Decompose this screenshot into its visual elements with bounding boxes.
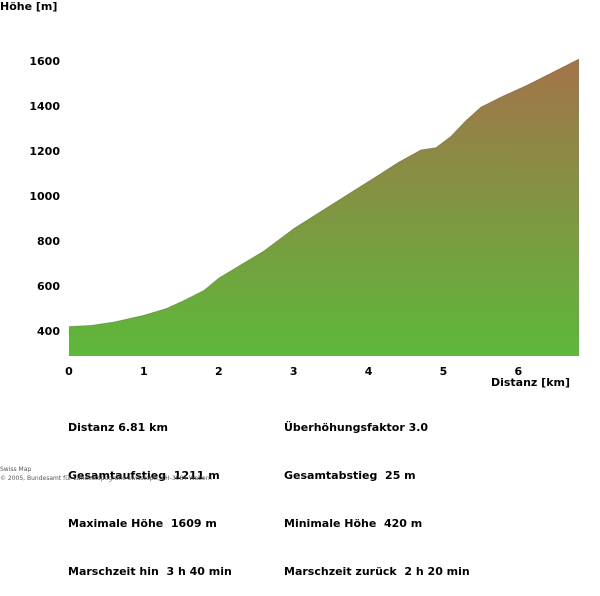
x-tick-label: 4 bbox=[365, 365, 373, 378]
exaggeration-factor-stat: Überhöhungsfaktor 3.0 bbox=[284, 421, 429, 434]
map-credit-line2: © 2005, Bundesamt für Landestopografie s… bbox=[0, 475, 212, 482]
y-tick-label: 1000 bbox=[29, 190, 60, 203]
total-descent-stat: Gesamtabstieg 25 m bbox=[284, 469, 416, 482]
y-tick-label: 800 bbox=[37, 235, 60, 248]
map-credit-line1: Swiss Map bbox=[0, 466, 32, 473]
walking-time-out-stat: Marschzeit hin 3 h 40 min bbox=[68, 565, 232, 578]
y-axis-label: Höhe [m] bbox=[0, 0, 57, 13]
y-tick-label: 1600 bbox=[29, 55, 60, 68]
stats-left-column: Distanz 6.81 km Gesamtaufstieg 1211 m Ma… bbox=[68, 388, 232, 596]
y-tick-label: 1200 bbox=[29, 145, 60, 158]
y-tick-label: 1400 bbox=[29, 100, 60, 113]
elevation-area bbox=[69, 59, 579, 356]
elevation-line bbox=[68, 58, 580, 327]
max-height-stat: Maximale Höhe 1609 m bbox=[68, 517, 217, 530]
y-tick-labels: 400 600 800 1000 1200 1400 1600 bbox=[29, 55, 60, 338]
elevation-profile-chart: Höhe [m] 400 600 800 1000 1200 1400 1600 0 1 2 3 4… bbox=[0, 0, 580, 389]
total-ascent-stat: Gesamtaufstieg 1211 m bbox=[68, 469, 220, 482]
x-tick-label: 6 bbox=[515, 365, 523, 378]
min-height-stat: Minimale Höhe 420 m bbox=[284, 517, 423, 530]
y-tick-label: 400 bbox=[37, 325, 60, 338]
x-tick-label: 3 bbox=[290, 365, 298, 378]
x-tick-labels: 0 1 2 3 4 5 6 bbox=[65, 365, 522, 378]
x-tick-label: 2 bbox=[215, 365, 223, 378]
stats-right-column: Überhöhungsfaktor 3.0 Gesamtabstieg 25 m… bbox=[284, 388, 470, 596]
distance-stat: Distanz 6.81 km bbox=[68, 421, 168, 434]
x-tick-label: 5 bbox=[440, 365, 448, 378]
y-tick-label: 600 bbox=[37, 280, 60, 293]
walking-time-back-stat: Marschzeit zurück 2 h 20 min bbox=[284, 565, 470, 578]
x-tick-label: 1 bbox=[140, 365, 148, 378]
x-axis-label: Distanz [km] bbox=[491, 376, 570, 389]
x-tick-label: 0 bbox=[65, 365, 73, 378]
